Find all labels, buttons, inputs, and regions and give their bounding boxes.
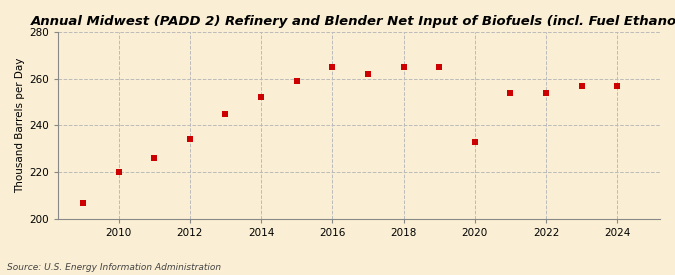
Point	[291, 79, 302, 83]
Point	[398, 65, 409, 69]
Point	[434, 65, 445, 69]
Point	[612, 84, 622, 88]
Y-axis label: Thousand Barrels per Day: Thousand Barrels per Day	[15, 58, 25, 193]
Text: Source: U.S. Energy Information Administration: Source: U.S. Energy Information Administ…	[7, 263, 221, 272]
Point	[78, 200, 88, 205]
Point	[148, 156, 159, 160]
Point	[184, 137, 195, 142]
Title: Annual Midwest (PADD 2) Refinery and Blender Net Input of Biofuels (incl. Fuel E: Annual Midwest (PADD 2) Refinery and Ble…	[30, 15, 675, 28]
Point	[256, 95, 267, 100]
Point	[113, 170, 124, 174]
Point	[362, 72, 373, 76]
Point	[220, 112, 231, 116]
Point	[469, 140, 480, 144]
Point	[327, 65, 338, 69]
Point	[541, 90, 551, 95]
Point	[505, 90, 516, 95]
Point	[576, 84, 587, 88]
